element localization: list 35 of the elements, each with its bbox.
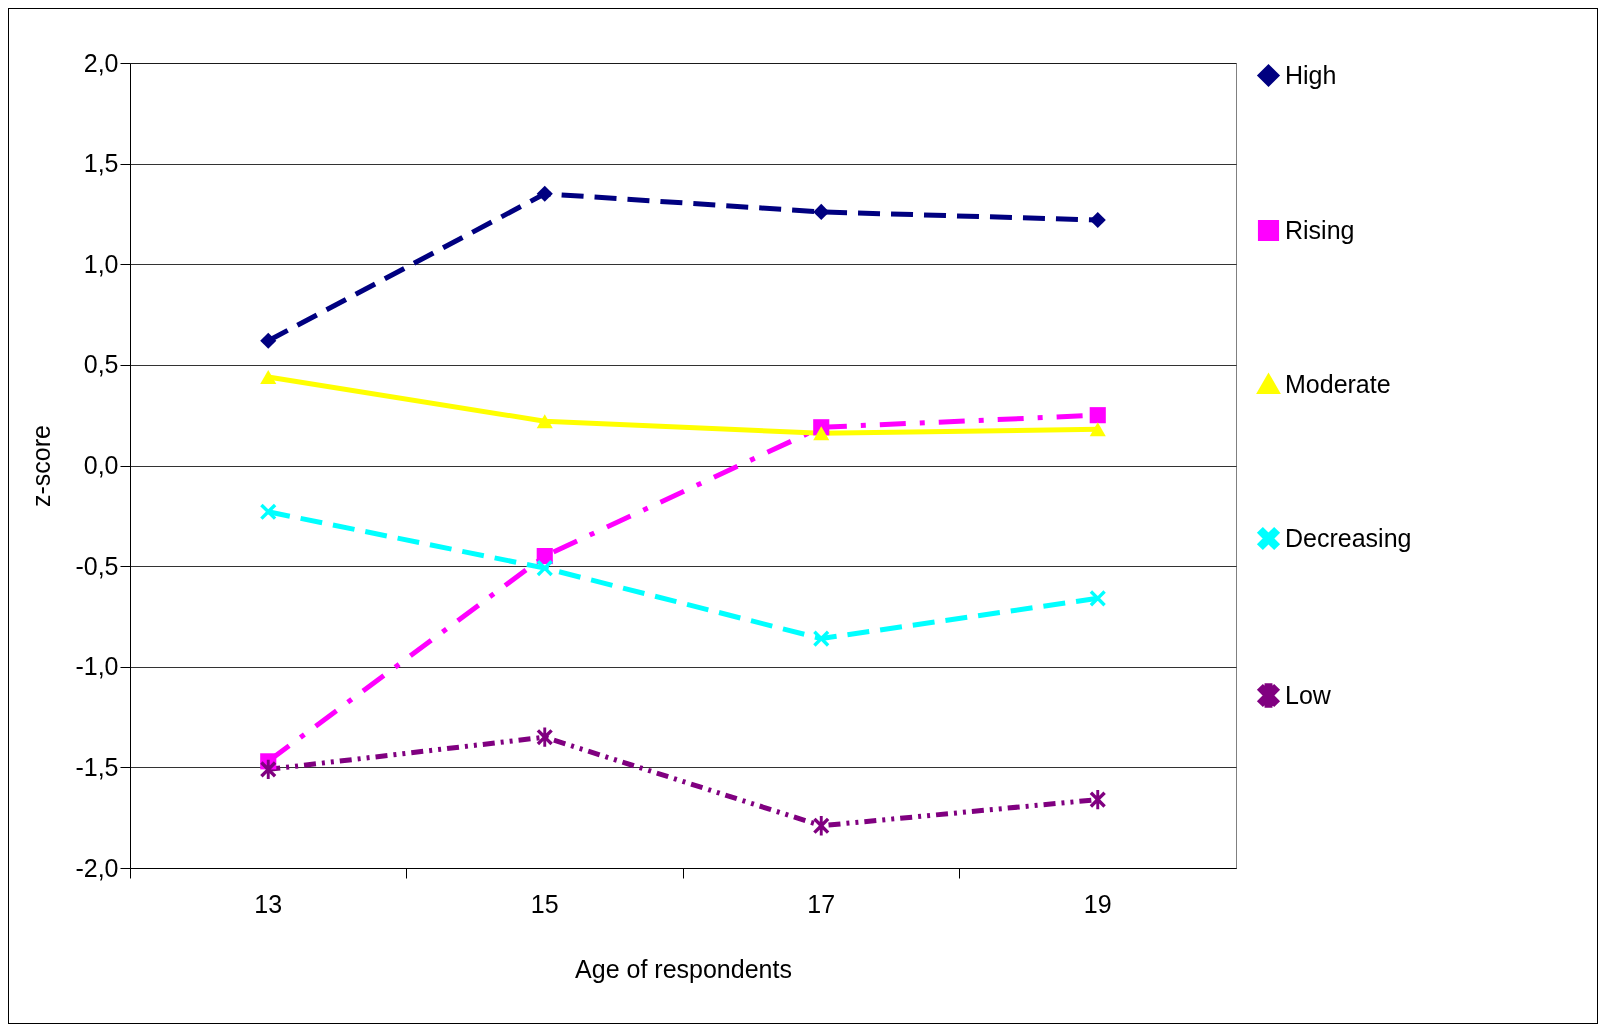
- x-axis-title: Age of respondents: [575, 954, 792, 983]
- y-tick-label: -1,5: [75, 752, 119, 781]
- point: [536, 560, 553, 577]
- point: [813, 203, 830, 220]
- point: [260, 332, 277, 349]
- point: [1089, 211, 1106, 229]
- point: [813, 426, 830, 441]
- legend-label: High: [1285, 60, 1337, 89]
- legend-label: Moderate: [1285, 369, 1391, 398]
- point: [536, 414, 553, 429]
- point: [260, 369, 277, 384]
- y-tick-label: 0,5: [83, 350, 119, 379]
- legend-label: Decreasing: [1285, 523, 1412, 552]
- y-tick-label: -2,0: [75, 853, 119, 882]
- y-tick-label: 2,0: [83, 48, 119, 77]
- point: [1089, 422, 1106, 437]
- point: [1089, 407, 1106, 424]
- y-tick-label: -1,0: [75, 652, 119, 681]
- point: [260, 503, 277, 520]
- point: [260, 759, 277, 780]
- legend-label: Low: [1285, 680, 1332, 709]
- point: [1089, 590, 1106, 607]
- x-tick-label: 19: [1083, 889, 1112, 918]
- y-axis-title: z-score: [27, 425, 56, 507]
- y-tick-label: 1,5: [83, 149, 119, 178]
- point: [1089, 789, 1106, 810]
- x-tick-label: 13: [254, 889, 283, 918]
- y-tick-label: 0,0: [83, 451, 119, 479]
- x-tick-label: 17: [807, 889, 836, 918]
- point: [813, 630, 830, 647]
- x-tick-label: 15: [530, 889, 559, 918]
- y-tick-label: 1,0: [83, 249, 119, 278]
- y-tick-label: -0,5: [75, 551, 119, 580]
- legend-label: Rising: [1285, 215, 1355, 244]
- point: [536, 185, 553, 202]
